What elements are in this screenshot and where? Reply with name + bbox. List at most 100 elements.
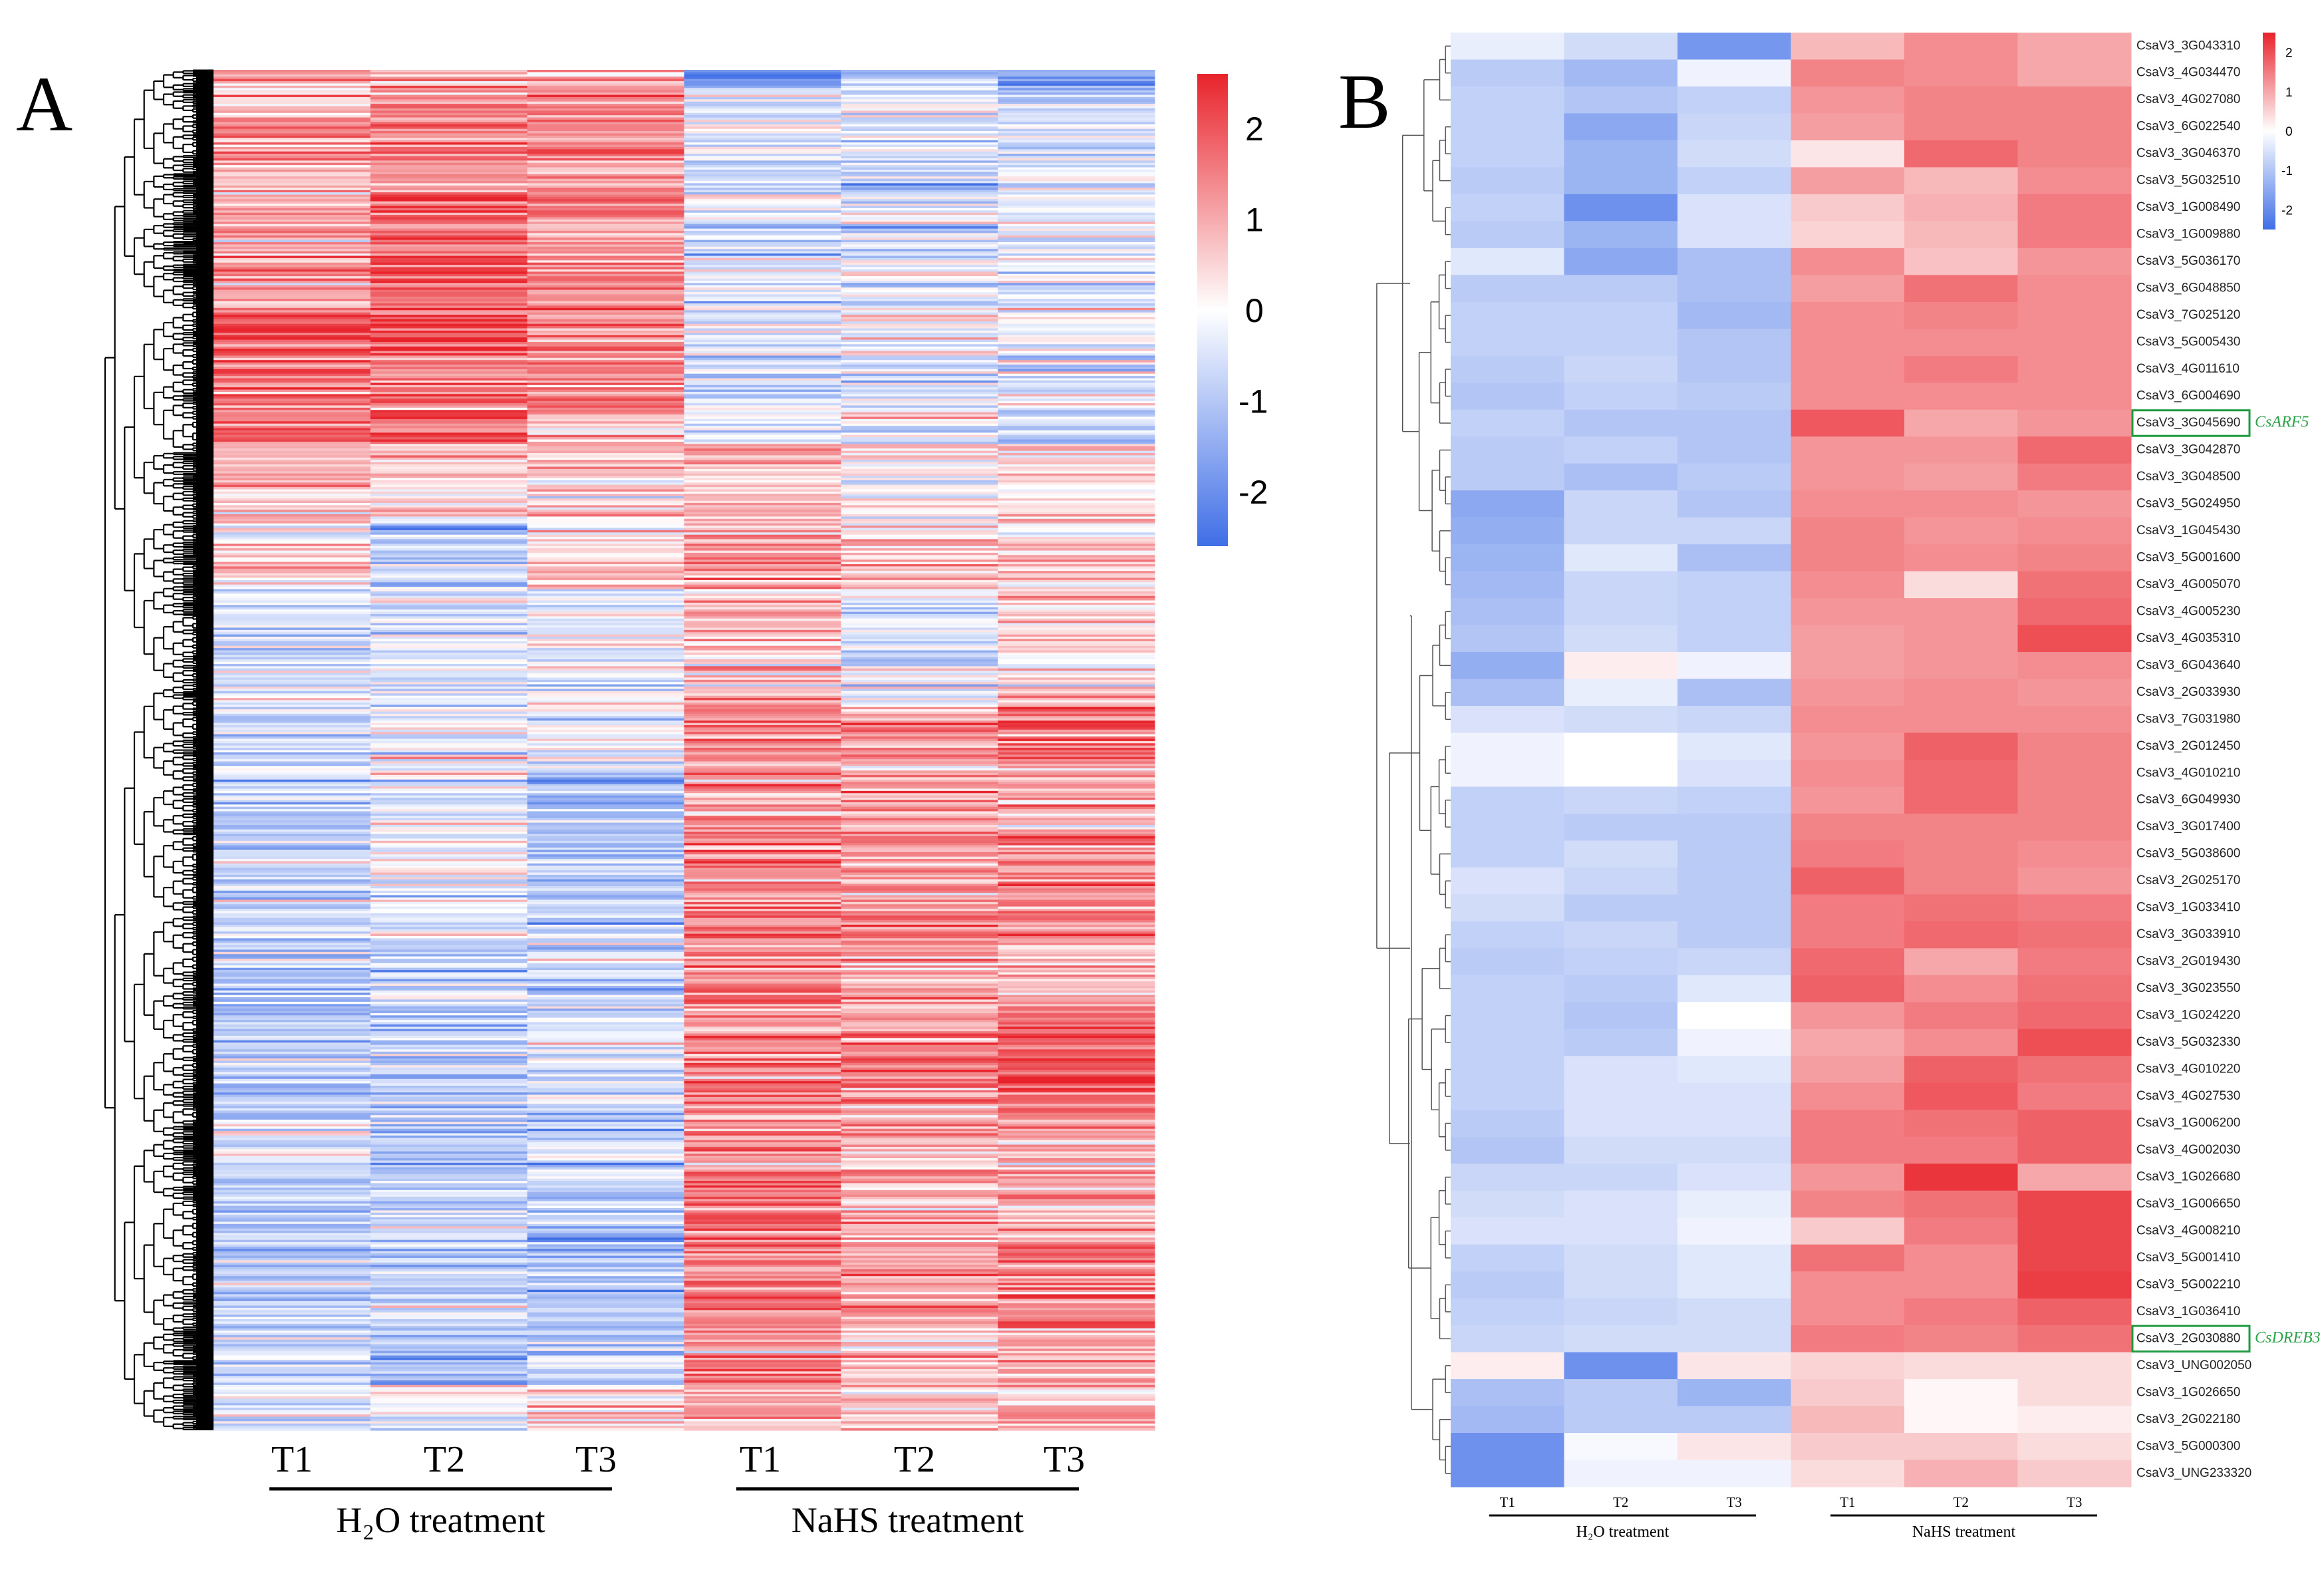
heatmap-cell — [214, 530, 371, 533]
heatmap-cell — [370, 283, 528, 286]
heatmap-cell — [214, 289, 371, 293]
heatmap-cell — [841, 718, 998, 721]
heatmap-cell — [684, 720, 841, 724]
heatmap-cell — [841, 462, 998, 465]
heatmap-cell — [684, 679, 841, 683]
heatmap-cell — [684, 516, 841, 520]
heatmap-cell — [841, 83, 998, 86]
heatmap-cell — [998, 410, 1155, 413]
heatmap-cell — [370, 344, 528, 347]
heatmap-cell — [214, 437, 371, 440]
heatmap-cell — [370, 593, 528, 597]
heatmap-cell — [998, 251, 1155, 254]
heatmap-cell — [370, 315, 528, 318]
heatmap-cell — [684, 512, 841, 515]
heatmap-cell — [998, 623, 1155, 626]
heatmap-cell — [214, 335, 371, 338]
heatmap-cell — [841, 301, 998, 304]
heatmap-cell — [370, 146, 528, 150]
heatmap-cell — [998, 484, 1155, 488]
heatmap-cell — [370, 228, 528, 232]
heatmap-cell — [684, 208, 841, 211]
heatmap-cell — [370, 242, 528, 245]
heatmap-cell — [841, 140, 998, 143]
heatmap-cell — [370, 768, 528, 771]
heatmap-cell — [214, 398, 371, 402]
heatmap-cell — [684, 432, 841, 436]
heatmap-cell — [998, 122, 1155, 125]
heatmap-cell — [841, 398, 998, 402]
heatmap-cell — [684, 149, 841, 152]
heatmap-cell — [841, 648, 998, 651]
heatmap-cell — [841, 181, 998, 184]
heatmap-cell — [841, 682, 998, 685]
heatmap-cell — [841, 695, 998, 699]
heatmap-cell — [841, 271, 998, 275]
heatmap-cell — [998, 301, 1155, 304]
heatmap-cell — [214, 528, 371, 531]
heatmap-cell — [841, 802, 998, 805]
heatmap-cell — [527, 201, 684, 204]
heatmap-cell — [527, 727, 684, 730]
heatmap-cell — [998, 77, 1155, 80]
heatmap-cell — [214, 273, 371, 277]
heatmap-cell — [684, 421, 841, 424]
heatmap-cell — [214, 462, 371, 465]
heatmap-cell — [214, 577, 371, 581]
heatmap-cell — [214, 473, 371, 476]
heatmap-cell — [841, 637, 998, 640]
heatmap-cell — [527, 478, 684, 481]
heatmap-cell — [214, 625, 371, 629]
heatmap-cell — [841, 496, 998, 499]
heatmap-cell — [841, 738, 998, 742]
heatmap-cell — [527, 294, 684, 297]
heatmap-cell — [684, 289, 841, 293]
heatmap-cell — [214, 798, 371, 801]
heatmap-cell — [527, 453, 684, 456]
heatmap-cell — [214, 512, 371, 515]
heatmap-cell — [370, 512, 528, 515]
heatmap-cell — [214, 813, 371, 816]
heatmap-cell — [684, 99, 841, 102]
heatmap-cell — [998, 734, 1155, 737]
heatmap-cell — [527, 668, 684, 671]
heatmap-cell — [841, 804, 998, 808]
heatmap-cell — [527, 337, 684, 341]
heatmap-cell — [370, 151, 528, 154]
heatmap-cell — [370, 652, 528, 655]
heatmap-cell — [998, 711, 1155, 714]
heatmap-cell — [998, 219, 1155, 222]
heatmap-cell — [684, 156, 841, 159]
heatmap-cell — [527, 253, 684, 257]
heatmap-cell — [841, 643, 998, 647]
heatmap-cell — [998, 528, 1155, 531]
heatmap-cell — [841, 315, 998, 318]
heatmap-cell — [998, 81, 1155, 84]
heatmap-cell — [998, 376, 1155, 379]
heatmap-cell — [370, 128, 528, 132]
heatmap-cell — [684, 707, 841, 710]
heatmap-cell — [998, 167, 1155, 170]
heatmap-cell — [527, 774, 684, 778]
heatmap-cell — [527, 595, 684, 599]
heatmap-cell — [684, 183, 841, 186]
heatmap-cell — [370, 112, 528, 116]
heatmap-cell — [527, 328, 684, 331]
heatmap-cell — [998, 83, 1155, 86]
heatmap-cell — [370, 289, 528, 293]
heatmap-cell — [998, 609, 1155, 613]
heatmap-cell — [527, 172, 684, 175]
heatmap-cell — [214, 85, 371, 88]
heatmap-cell — [684, 101, 841, 104]
heatmap-cell — [684, 206, 841, 209]
heatmap-cell — [370, 421, 528, 424]
heatmap-cell — [527, 659, 684, 663]
heatmap-cell — [214, 257, 371, 261]
heatmap-cell — [998, 675, 1155, 679]
heatmap-cell — [527, 432, 684, 436]
heatmap-cell — [684, 235, 841, 238]
heatmap-cell — [214, 659, 371, 663]
heatmap-cell — [527, 498, 684, 502]
heatmap-cell — [684, 750, 841, 753]
heatmap-cell — [214, 160, 371, 164]
